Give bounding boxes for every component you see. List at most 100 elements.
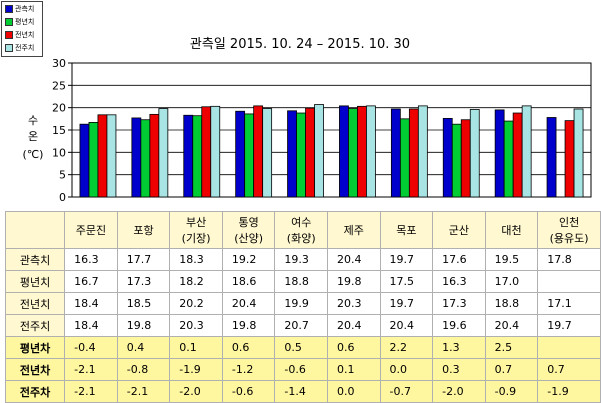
chart-bars xyxy=(79,104,584,198)
table-cell: 20.4 xyxy=(326,248,381,271)
table-cell: 18.8 xyxy=(484,292,539,315)
table-cell: 0.3 xyxy=(432,358,486,381)
table-cell: 17.5 xyxy=(379,270,434,293)
y-axis-label: 수온 (℃) xyxy=(23,114,44,161)
row-label: 평년차 xyxy=(4,336,66,359)
table-cell: 20.4 xyxy=(221,292,276,315)
table-cell: -1.9 xyxy=(537,380,601,403)
table-cell: 17.7 xyxy=(116,248,171,271)
row-label: 전년치 xyxy=(4,292,66,315)
y-tick-label: 20 xyxy=(52,102,66,115)
bar xyxy=(399,118,410,198)
y-tick-label: 30 xyxy=(52,57,66,70)
bar xyxy=(546,117,557,198)
table-cell: 18.6 xyxy=(221,270,276,293)
bar xyxy=(158,108,169,198)
bar xyxy=(451,123,462,198)
table-cell: 17.8 xyxy=(537,248,601,271)
bar xyxy=(149,113,160,198)
table-cell: 2.2 xyxy=(379,336,434,359)
legend-swatch xyxy=(5,43,13,52)
bar xyxy=(244,113,255,198)
table-cell: 17.3 xyxy=(116,270,171,293)
bar xyxy=(192,115,203,198)
table-row: 전주차 -2.1 -2.1 -2.0 -0.6 -1.4 0.0 -0.7 -2.0 -0.9 -1… xyxy=(4,380,601,403)
legend-item: 전년치 xyxy=(2,28,42,41)
table-cell: 19.2 xyxy=(221,248,276,271)
column-header: 포항 xyxy=(116,211,171,249)
bar xyxy=(305,107,315,198)
table-cell xyxy=(537,270,601,293)
table-cell: 0.6 xyxy=(326,336,381,359)
legend-label: 전주치 xyxy=(15,43,35,52)
bar xyxy=(564,120,575,198)
legend-label: 전년치 xyxy=(15,30,35,39)
table-cell: 19.6 xyxy=(432,314,486,337)
table-corner-cell xyxy=(4,211,66,249)
bar xyxy=(287,110,297,198)
legend-swatch xyxy=(5,4,13,13)
legend-label: 평년치 xyxy=(15,17,35,26)
column-header: 통영 (산양) xyxy=(221,211,276,249)
table-row: 전년치 18.4 18.5 20.2 20.4 19.9 20.3 19.7 17.3 18.8 1… xyxy=(4,292,601,315)
bar xyxy=(573,108,584,198)
table-cell: 19.7 xyxy=(379,292,434,315)
table-cell: 20.4 xyxy=(326,314,381,337)
row-label: 평년치 xyxy=(4,270,66,293)
table-cell: 19.5 xyxy=(484,248,539,271)
table-cell: -0.6 xyxy=(274,358,328,381)
chart-legend: 관측치 평년치 전년치 전주치 xyxy=(1,1,43,57)
table-cell: -0.6 xyxy=(221,380,276,403)
bar xyxy=(235,110,246,198)
table-cell: -1.9 xyxy=(169,358,223,381)
table-cell: 20.2 xyxy=(169,292,223,315)
table-cell: -2.1 xyxy=(64,380,118,403)
y-tick-label: 10 xyxy=(52,146,66,159)
table-cell: 17.1 xyxy=(537,292,601,315)
y-tick-label: 15 xyxy=(52,124,66,137)
table-cell: 18.8 xyxy=(274,270,328,293)
table-row: 평년차 -0.4 0.4 0.1 0.6 0.5 0.6 2.2 1.3 2.5 xyxy=(4,336,601,359)
bar xyxy=(348,108,358,198)
column-header: 여수 (화양) xyxy=(274,211,328,249)
table-cell: 20.7 xyxy=(274,314,328,337)
table-cell xyxy=(537,336,601,359)
bar xyxy=(503,120,514,198)
bar xyxy=(417,105,428,198)
legend-item: 전주치 xyxy=(2,41,42,54)
bar xyxy=(469,109,480,198)
table-cell: -0.7 xyxy=(379,380,434,403)
table-header-row: 주문진 포항 부산 (기장) 통영 (산양) 여수 (화양) 제주 목포 군산 대천 인천 (용유도) xyxy=(4,211,601,249)
bar xyxy=(253,105,264,198)
column-header: 부산 (기장) xyxy=(169,211,223,249)
bar xyxy=(494,109,505,198)
bar-chart: 관측일 2015. 10. 24 – 2015. 10. 30 0 5 10 15 20… xyxy=(23,37,592,204)
bar xyxy=(460,119,471,198)
table-cell: 20.3 xyxy=(326,292,381,315)
table-cell: 1.3 xyxy=(432,336,486,359)
table-cell: 17.3 xyxy=(432,292,486,315)
table-cell: 0.5 xyxy=(274,336,328,359)
y-tick-label: 0 xyxy=(59,191,66,204)
table-cell: -2.0 xyxy=(432,380,486,403)
table-cell: 18.2 xyxy=(169,270,223,293)
table-cell: 18.4 xyxy=(64,292,118,315)
table-cell: -0.4 xyxy=(64,336,118,359)
column-header: 제주 xyxy=(326,211,381,249)
y-axis-label-line: 수 xyxy=(28,114,38,127)
table-cell: -1.4 xyxy=(274,380,328,403)
table-cell: -0.8 xyxy=(116,358,171,381)
y-axis-label-line: (℃) xyxy=(23,148,44,161)
bar xyxy=(366,105,376,198)
row-label: 관측치 xyxy=(4,248,66,271)
column-header: 목포 xyxy=(379,211,434,249)
bar xyxy=(512,112,523,198)
bar xyxy=(97,114,108,198)
table-row: 관측치 16.3 17.7 18.3 19.2 19.3 20.4 19.7 17.6 19.5 1… xyxy=(4,248,601,271)
table-cell: 0.1 xyxy=(169,336,223,359)
table-cell: 19.8 xyxy=(116,314,171,337)
table-cell: 18.3 xyxy=(169,248,223,271)
table-cell: 19.7 xyxy=(537,314,601,337)
table-cell: 19.8 xyxy=(326,270,381,293)
y-axis-label-line: 온 xyxy=(28,130,38,143)
